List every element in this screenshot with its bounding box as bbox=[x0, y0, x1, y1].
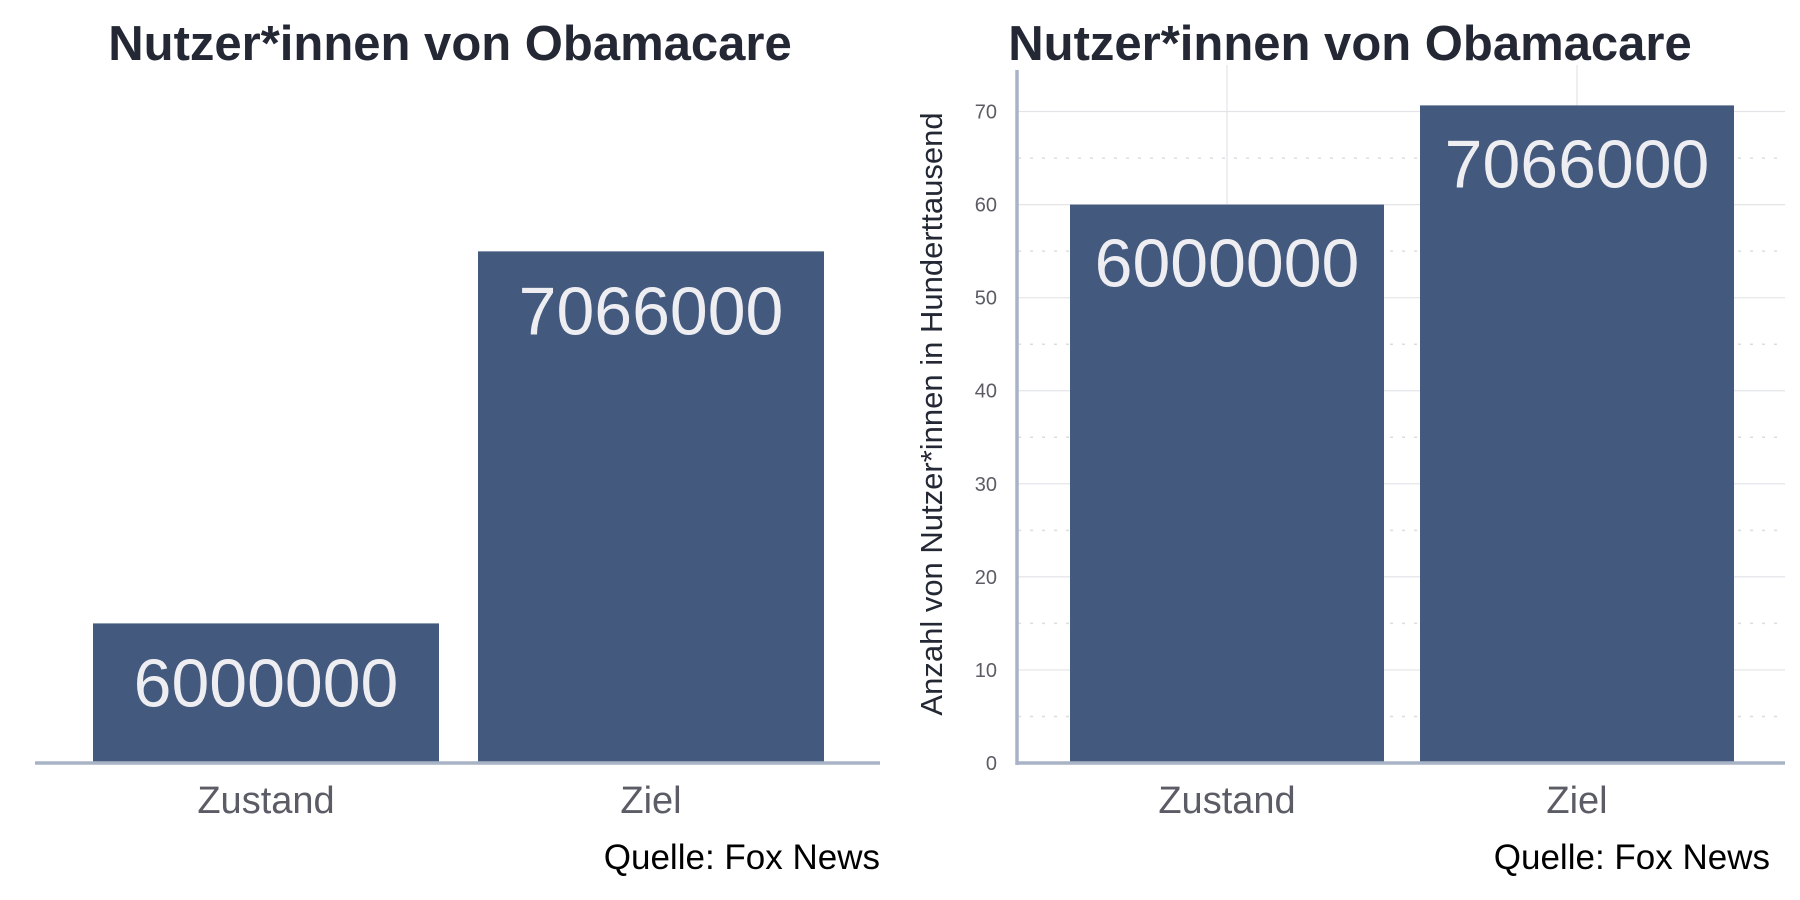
x-tick-label: Ziel bbox=[620, 780, 681, 822]
chart-panel-full-axis: Nutzer*innen von Obamacare 6000000 Zustan… bbox=[900, 0, 1800, 900]
chart-panel-truncated: Nutzer*innen von Obamacare 6000000 Zustan… bbox=[0, 0, 900, 900]
y-tick-label: 30 bbox=[975, 474, 997, 496]
source-note: Quelle: Fox News bbox=[604, 838, 880, 878]
source-note: Quelle: Fox News bbox=[1494, 838, 1770, 878]
bar-chart-full-axis: 6000000 Zustand 7066000 Ziel 0 10 20 30 40 50 60 70… bbox=[900, 0, 1800, 900]
data-label: 7066000 bbox=[519, 273, 784, 349]
x-tick-label: Ziel bbox=[1546, 780, 1607, 822]
data-label: 6000000 bbox=[134, 645, 399, 721]
data-label: 6000000 bbox=[1095, 226, 1360, 302]
y-tick-label: 20 bbox=[975, 567, 997, 589]
data-label: 7066000 bbox=[1445, 126, 1710, 202]
y-tick-label: 60 bbox=[975, 195, 997, 217]
y-axis-label: Anzahl von Nutzer*innen in Hunderttausen… bbox=[914, 112, 949, 715]
bar bbox=[1420, 105, 1734, 763]
x-tick-label: Zustand bbox=[197, 780, 334, 822]
bar-chart-truncated: 6000000 Zustand 7066000 Ziel bbox=[0, 0, 900, 900]
y-tick-label: 40 bbox=[975, 381, 997, 403]
y-tick-label: 50 bbox=[975, 288, 997, 310]
y-tick-label: 0 bbox=[986, 753, 997, 775]
x-tick-label: Zustand bbox=[1158, 780, 1295, 822]
y-tick-label: 70 bbox=[975, 102, 997, 124]
y-tick-label: 10 bbox=[975, 660, 997, 682]
